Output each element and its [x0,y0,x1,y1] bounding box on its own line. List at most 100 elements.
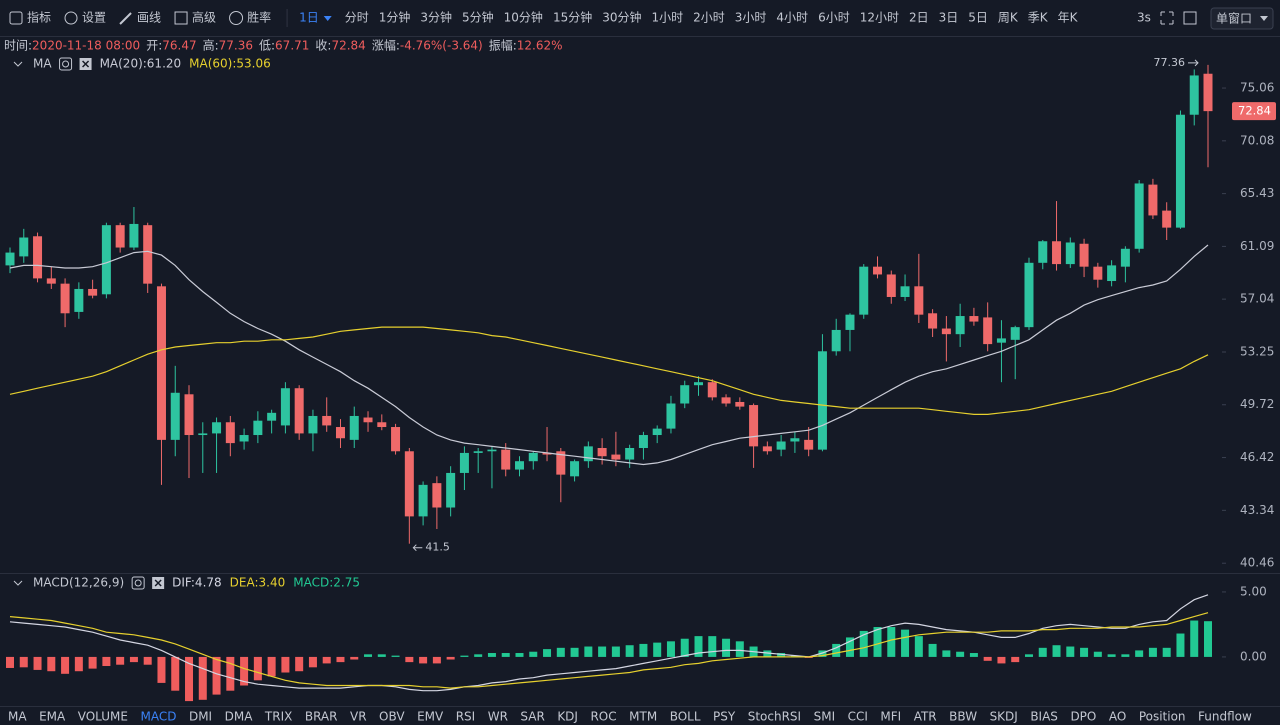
info-value: 72.84 [331,39,365,53]
period[interactable]: 分时 [345,11,369,25]
period[interactable]: 5分钟 [462,10,494,25]
period[interactable]: 10分钟 [504,10,543,25]
candle-body [638,435,648,449]
macd-bar [680,638,689,657]
indicator-tab[interactable]: Position [1139,710,1186,724]
collapse-arrow[interactable] [13,61,23,67]
indicator-tab[interactable]: PSY [713,710,736,724]
period[interactable]: 1日 [299,11,319,25]
refresh[interactable]: 3s [1137,11,1151,25]
y-tick-label: 43.34 [1240,503,1274,517]
indicator-tab[interactable]: MFI [880,710,901,724]
macd-bar [845,637,854,657]
collapse-arrow[interactable] [13,580,23,586]
period[interactable]: 2日 [909,11,929,25]
indicator-tab[interactable]: SKDJ [990,710,1018,724]
macd-bar [887,627,896,657]
period[interactable]: 15分钟 [553,10,592,25]
candle-body [5,252,15,266]
candle-body [1148,184,1158,216]
toolbar-tool[interactable]: 高级 [192,10,216,25]
indicator-tab[interactable]: TRIX [264,710,292,724]
indicator-tab[interactable]: BBW [949,710,977,724]
period[interactable]: 3日 [939,11,959,25]
macd-bar [6,656,14,668]
window-icon[interactable] [1183,11,1197,25]
toolbar-tool[interactable]: 设置 [82,11,106,25]
indicator-tab[interactable]: RSI [456,710,476,724]
macd-bar [653,642,662,657]
period[interactable]: 1分钟 [379,10,411,25]
macd-bar [639,643,648,657]
indicator-tab[interactable]: MTM [629,710,657,724]
indicator-tab[interactable]: EMV [417,710,444,724]
toolbar-tool[interactable]: 指标 [27,10,51,25]
candle-body [583,446,593,462]
y-tick-label: 61.09 [1240,239,1274,253]
macd-bar [432,656,441,664]
indicator-tab[interactable]: BRAR [305,710,338,724]
period[interactable]: 5日 [968,11,988,25]
indicator-tab[interactable]: AO [1109,710,1126,724]
candle-body [46,278,56,284]
toolbar-tool[interactable]: 画线 [137,11,161,25]
close-icon-x [154,579,162,587]
period[interactable]: 年K [1058,11,1079,25]
period[interactable]: 2小时 [693,11,725,25]
period[interactable]: 30分钟 [602,10,641,25]
indicator-tab[interactable]: SMI [814,710,836,724]
period[interactable]: 3小时 [735,11,767,25]
candle-body [101,225,111,295]
indicator-tab[interactable]: CCI [848,710,868,724]
macd-bar [1190,620,1199,657]
indicator-tab[interactable]: DPO [1070,710,1096,724]
macd-bar [1204,621,1212,657]
indicator-tab[interactable]: ROC [590,710,616,724]
indicator-tab[interactable]: MA [8,710,27,724]
indicator-tab[interactable]: StochRSI [748,710,801,724]
window-label[interactable]: 单窗口 [1216,12,1252,26]
period[interactable]: 周K [998,11,1019,25]
candle-body [335,427,345,439]
indicator-tab[interactable]: WR [488,710,508,724]
indicator-tab[interactable]: ATR [914,710,937,724]
candle-body [1065,242,1075,265]
indicator-tab[interactable]: DMI [189,710,212,724]
indicator-tab[interactable]: MACD [140,710,176,724]
indicator-tab[interactable]: BOLL [670,710,701,724]
candle-body [873,266,883,275]
settings-icon[interactable] [59,57,73,71]
candle-body [1203,73,1213,112]
fullscreen-icon[interactable] [1160,11,1174,25]
candle-body [267,412,277,421]
indicator-tab[interactable]: Fundflow [1198,710,1252,724]
settings-icon[interactable] [131,576,145,590]
candle-body [707,382,717,398]
macd-bar [267,656,276,677]
indicator-tab[interactable]: SAR [520,710,544,724]
indicator-tab[interactable]: VOLUME [78,710,128,724]
indicator-tab[interactable]: OBV [379,710,405,724]
macd-bar [722,638,731,657]
period[interactable]: 6小时 [818,11,850,25]
indicator-tab[interactable]: VR [350,710,367,724]
period[interactable]: 季K [1028,11,1049,25]
indicator-tab[interactable]: KDJ [557,710,578,724]
indicator-tab[interactable]: DMA [225,710,254,724]
indicator-tab[interactable]: BIAS [1030,710,1058,724]
macd-bar [185,656,194,702]
macd-bar [116,656,125,665]
toolbar-tool[interactable]: 胜率 [247,10,271,25]
macd-bar [928,643,937,657]
dropdown-arrow [1260,16,1268,21]
period[interactable]: 12小时 [860,11,899,25]
window-button[interactable] [1210,7,1274,30]
period[interactable]: 4小时 [776,11,808,25]
period[interactable]: 3分钟 [420,10,452,25]
indicator-tab[interactable]: EMA [39,710,66,724]
period[interactable]: 1小时 [652,11,684,25]
candle-body [143,225,153,284]
macd-bar [914,636,923,657]
y-tick-label: 65.43 [1240,186,1274,200]
candle-body [308,415,318,434]
